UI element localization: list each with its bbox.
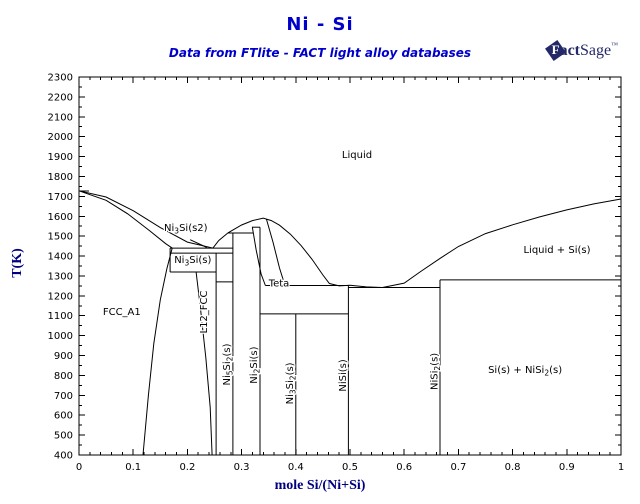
y-tick-label: 1400 bbox=[48, 252, 73, 263]
phase-boundary-teta-right bbox=[266, 219, 286, 286]
page-title: Ni - Si bbox=[286, 14, 354, 35]
region-label-ni3si-s2: Ni3Si(s2) bbox=[164, 223, 208, 236]
x-tick-label: 0.9 bbox=[559, 462, 575, 473]
phase-boundary-solidus-ni bbox=[78, 190, 173, 249]
y-tick-label: 1100 bbox=[48, 311, 73, 322]
region-label-nisi2: NiSi2(s) bbox=[429, 353, 442, 390]
phase-boundary-l12-fcc-left-edge bbox=[195, 271, 213, 456]
x-tick-label: 0.6 bbox=[396, 462, 412, 473]
region-label-ni2si: Ni2Si(s) bbox=[249, 346, 262, 383]
y-tick-label: 600 bbox=[54, 411, 73, 422]
x-tick-label: 0.3 bbox=[234, 462, 250, 473]
y-tick-label: 1900 bbox=[48, 152, 73, 163]
region-label-si-plus-nisi2: Si(s) + NiSi2(s) bbox=[488, 365, 562, 378]
region-label-fcc-a1: FCC_A1 bbox=[103, 307, 141, 318]
y-tick-label: 1600 bbox=[48, 212, 73, 223]
x-tick-label: 0.8 bbox=[505, 462, 521, 473]
phase-boundary-liquidus bbox=[78, 190, 622, 289]
x-tick-label: 0.2 bbox=[179, 462, 195, 473]
region-label-l12-fcc: L12_FCC bbox=[199, 290, 210, 333]
y-tick-label: 800 bbox=[54, 371, 73, 382]
region-label-nisi: NiSi(s) bbox=[338, 359, 349, 391]
region-label-ni3si-s: Ni3Si(s) bbox=[174, 255, 211, 268]
axis-ticks: 0 0.1 0.2 0.3 0.4 0.5 0.6 0.7 0.8 0.9 140050060070… bbox=[48, 73, 625, 474]
y-tick-label: 700 bbox=[54, 391, 73, 402]
x-tick-label: 0.1 bbox=[125, 462, 141, 473]
y-tick-label: 2000 bbox=[48, 132, 73, 143]
y-tick-label: 1200 bbox=[48, 291, 73, 302]
y-tick-label: 1500 bbox=[48, 232, 73, 243]
y-tick-label: 500 bbox=[54, 431, 73, 442]
region-label-teta: Teta bbox=[268, 279, 290, 290]
x-tick-label: 1 bbox=[618, 462, 624, 473]
region-label-ni5si2: Ni5Si2(s) bbox=[222, 343, 235, 385]
phase-boundary-teta-left bbox=[251, 227, 266, 286]
region-label-liquid-plus-si: Liquid + Si(s) bbox=[523, 245, 590, 256]
y-tick-label: 400 bbox=[54, 451, 73, 462]
x-tick-label: 0.7 bbox=[450, 462, 466, 473]
x-tick-label: 0 bbox=[76, 462, 82, 473]
y-tick-label: 1800 bbox=[48, 172, 73, 183]
factsage-logo-fact: act bbox=[559, 42, 581, 59]
y-tick-label: 1300 bbox=[48, 271, 73, 282]
plot-frame bbox=[78, 76, 622, 456]
x-axis-title: mole Si/(Ni+Si) bbox=[274, 478, 366, 493]
y-tick-label: 1000 bbox=[48, 331, 73, 342]
x-tick-label: 0.4 bbox=[288, 462, 304, 473]
y-tick-label: 1700 bbox=[48, 192, 73, 203]
factsage-logo-sage: Sage bbox=[580, 42, 612, 59]
phase-boundary-fcc-solvus bbox=[142, 247, 173, 456]
factsage-logo-tm: ™ bbox=[611, 41, 618, 49]
x-tick-label: 0.5 bbox=[342, 462, 358, 473]
y-tick-label: 900 bbox=[54, 351, 73, 362]
y-axis-title: T(K) bbox=[10, 248, 25, 278]
y-tick-label: 2300 bbox=[48, 73, 73, 84]
y-tick-label: 2100 bbox=[48, 112, 73, 123]
phase-boundary-ni3si-s2-leader bbox=[189, 239, 208, 248]
region-label-liquid: Liquid bbox=[342, 150, 372, 161]
y-tick-label: 2200 bbox=[48, 92, 73, 103]
region-label-ni3si2: Ni3Si2(s) bbox=[285, 362, 298, 404]
page-subtitle: Data from FTlite - FACT light alloy data… bbox=[168, 46, 472, 60]
